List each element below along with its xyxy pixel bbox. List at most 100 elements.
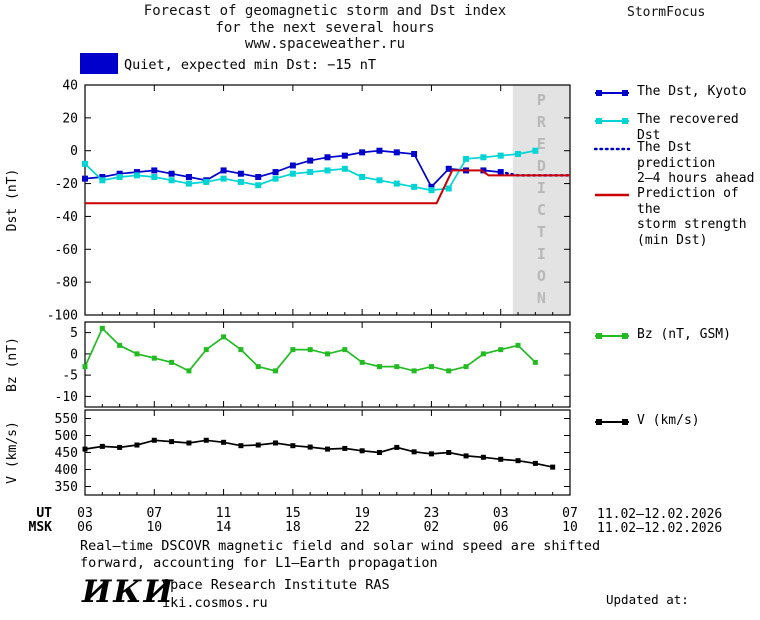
bz-axis-label: Bz (nT) bbox=[5, 337, 20, 392]
dst-ytick-label: -40 bbox=[55, 210, 78, 225]
series-bz-gsm-marker bbox=[151, 355, 157, 361]
v-axis-label: V (km/s) bbox=[5, 421, 20, 484]
storm-strength-line-icon bbox=[594, 189, 630, 201]
series-dst-kyoto-marker bbox=[255, 174, 262, 180]
series-bz-gsm-marker bbox=[186, 368, 192, 374]
msk-row-label: MSK bbox=[29, 520, 53, 535]
page-title: Forecast of geomagnetic storm and Dst in… bbox=[0, 3, 650, 53]
series-dst-recovered-marker bbox=[203, 178, 210, 185]
series-bz-gsm-marker bbox=[82, 364, 88, 370]
dst-kyoto-line-icon bbox=[594, 87, 630, 99]
series-dst-kyoto-marker bbox=[445, 165, 452, 172]
msk-date-range: 11.02–12.02.2026 bbox=[597, 521, 723, 536]
legend-label: (min Dst) bbox=[637, 232, 708, 248]
ut-date-range: 11.02–12.02.2026 bbox=[597, 507, 723, 522]
legend-label: Bz (nT, GSM) bbox=[637, 327, 731, 342]
v-frame bbox=[84, 409, 571, 496]
series-dst-recovered-marker bbox=[255, 182, 262, 189]
iki-logo: ИКИ bbox=[82, 574, 175, 610]
institute-name: Space Research Institute RAS bbox=[162, 577, 390, 593]
legend-item-storm-strength: Prediction of the storm strength (min Ds… bbox=[594, 186, 760, 248]
series-bz-gsm-marker bbox=[428, 364, 434, 370]
series-solar-wind-speed-marker bbox=[186, 440, 192, 446]
series-solar-wind-speed-marker bbox=[446, 450, 452, 455]
legend-label: Prediction of the bbox=[637, 186, 739, 217]
series-bz-gsm-marker bbox=[169, 359, 175, 365]
series-dst-recovered-marker bbox=[376, 177, 383, 184]
series-dst-recovered-marker bbox=[185, 180, 192, 187]
bz-ytick-label: -10 bbox=[55, 390, 78, 405]
title-line-2: for the next several hours bbox=[215, 19, 435, 36]
dst-ytick-label: 0 bbox=[70, 144, 78, 159]
dst-ytick-label: -80 bbox=[55, 276, 78, 291]
series-solar-wind-speed-marker bbox=[463, 453, 469, 459]
series-solar-wind-speed-marker bbox=[307, 444, 313, 450]
msk-tick-label: 06 bbox=[493, 520, 509, 535]
series-dst-kyoto-marker bbox=[82, 175, 88, 182]
v-ytick-label: 350 bbox=[55, 480, 78, 495]
series-bz-gsm-marker bbox=[342, 347, 348, 353]
title-line-1: Forecast of geomagnetic storm and Dst in… bbox=[143, 3, 507, 19]
prediction-band-letter: O bbox=[537, 267, 546, 285]
prediction-band-letter: I bbox=[537, 245, 546, 263]
series-dst-kyoto-marker bbox=[359, 149, 366, 156]
series-bz-gsm-marker bbox=[480, 351, 486, 357]
series-dst-kyoto-marker bbox=[220, 167, 227, 174]
series-solar-wind-speed-marker bbox=[238, 443, 244, 449]
series-dst-recovered-marker bbox=[480, 154, 487, 161]
dst-prediction-dotted-line-icon bbox=[593, 143, 631, 155]
series-bz-gsm-marker bbox=[255, 364, 261, 370]
series-bz-gsm-marker bbox=[273, 368, 279, 374]
series-solar-wind-speed-marker bbox=[342, 445, 348, 451]
series-bz-gsm-marker bbox=[446, 368, 452, 374]
bz-line-icon bbox=[594, 330, 630, 342]
ut-tick-label: 07 bbox=[562, 506, 578, 521]
series-dst-kyoto-marker bbox=[185, 174, 192, 180]
v-ytick-label: 500 bbox=[55, 429, 78, 444]
series-bz-gsm-marker bbox=[134, 351, 140, 357]
storm-status-label: Quiet, expected min Dst: −15 nT bbox=[124, 57, 376, 73]
series-dst-recovered-marker bbox=[359, 174, 366, 180]
series-bz-gsm-marker bbox=[307, 347, 313, 353]
series-solar-wind-speed-marker bbox=[99, 443, 105, 449]
site-url: www.spaceweather.ru bbox=[244, 36, 406, 52]
series-bz-gsm-marker bbox=[117, 342, 123, 348]
series-dst-kyoto bbox=[84, 149, 501, 189]
ut-tick-label: 15 bbox=[285, 506, 301, 521]
series-bz-gsm-marker bbox=[411, 368, 417, 374]
v-ytick-label: 450 bbox=[55, 446, 78, 461]
series-dst-recovered-marker bbox=[151, 174, 158, 180]
bz-panel: 5 0 -5 -10 Bz (nT) bbox=[5, 321, 571, 408]
footnote-line-2: forward, accounting for L1–Earth propaga… bbox=[80, 555, 438, 571]
series-dst-recovered-marker bbox=[116, 174, 123, 180]
legend-label: storm strength bbox=[637, 217, 747, 232]
series-dst-kyoto-marker bbox=[168, 170, 175, 177]
series-solar-wind-speed-marker bbox=[221, 439, 227, 445]
bz-ytick-label: -5 bbox=[62, 369, 78, 384]
prediction-band-letter: T bbox=[537, 223, 546, 241]
series-solar-wind-speed-marker bbox=[117, 444, 123, 450]
storm-level-swatch bbox=[80, 53, 118, 74]
series-storm-strength-prediction bbox=[85, 169, 570, 205]
series-dst-kyoto-marker bbox=[133, 169, 140, 176]
series-solar-wind-speed-marker bbox=[255, 442, 261, 448]
series-dst-recovered-marker bbox=[428, 187, 435, 194]
series-bz-gsm-marker bbox=[394, 364, 400, 370]
bz-frame bbox=[84, 321, 571, 408]
v-panel: 550 500 450 400 350 V (km/s) bbox=[5, 409, 571, 496]
speed-line-icon bbox=[594, 416, 630, 428]
bz-ytick-label: 0 bbox=[70, 347, 78, 362]
legend-label: The recovered Dst bbox=[637, 112, 739, 143]
series-solar-wind-speed-marker bbox=[169, 439, 175, 445]
dst-frame bbox=[84, 84, 571, 316]
series-dst-kyoto-marker bbox=[237, 170, 244, 177]
ut-tick-label: 11 bbox=[216, 506, 232, 521]
dst-ytick-label: -100 bbox=[47, 309, 78, 324]
series-solar-wind-speed-marker bbox=[480, 454, 486, 460]
ut-tick-label: 07 bbox=[146, 506, 162, 521]
series-dst-recovered-marker bbox=[497, 152, 504, 159]
series-dst-kyoto-marker bbox=[307, 157, 314, 164]
